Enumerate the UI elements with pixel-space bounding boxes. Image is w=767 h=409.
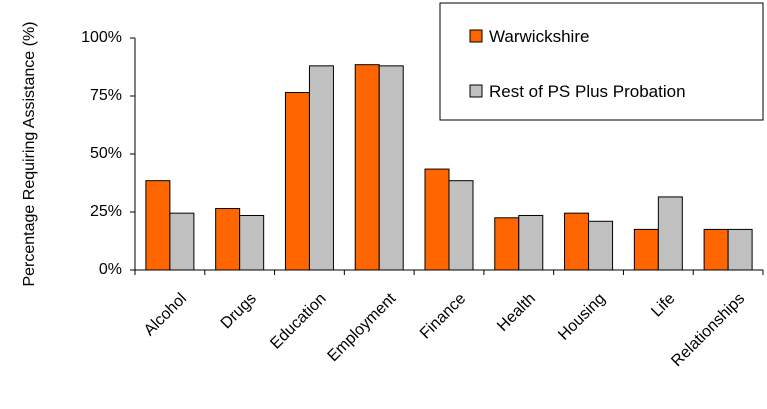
x-category-label: Life: [648, 290, 678, 320]
x-category-label: Relationships: [668, 290, 748, 370]
legend-label-rest: Rest of PS Plus Probation: [489, 82, 686, 101]
x-category-label: Finance: [417, 290, 469, 342]
bar-rest-finance: [448, 180, 474, 271]
y-ticks: 0% 25% 50% 75% 100%: [81, 29, 135, 278]
bar-rest-housing: [588, 220, 614, 271]
x-ticks: [134, 270, 764, 275]
bar-warwickshire-employment: [354, 64, 380, 271]
legend-swatch-warwickshire: [469, 29, 483, 43]
y-tick-label: 75%: [90, 87, 122, 104]
bar-warwickshire-education: [284, 92, 310, 271]
bar-rest-alcohol: [169, 212, 195, 271]
bar-warwickshire-drugs: [215, 208, 241, 271]
legend: Warwickshire Rest of PS Plus Probation: [439, 2, 764, 121]
y-tick-label: 100%: [81, 29, 122, 46]
bar-warwickshire-health: [494, 217, 520, 271]
x-category-label: Drugs: [218, 290, 260, 332]
bar-warwickshire-housing: [564, 212, 590, 271]
bar-rest-education: [308, 65, 334, 271]
bar-rest-employment: [378, 65, 404, 271]
bar-warwickshire-relationships: [703, 228, 729, 271]
x-category-label: Employment: [325, 290, 400, 365]
bar-warwickshire-life: [633, 228, 659, 271]
legend-label-warwickshire: Warwickshire: [489, 27, 589, 46]
bar-rest-life: [657, 196, 683, 271]
legend-swatch-rest: [469, 84, 483, 98]
x-category-label: Alcohol: [141, 290, 190, 339]
bar-warwickshire-alcohol: [145, 180, 171, 271]
y-tick-label: 0%: [99, 261, 122, 278]
y-axis-title: Percentage Requiring Assistance (%): [21, 21, 38, 286]
x-category-label: Education: [267, 290, 329, 352]
bar-rest-health: [518, 214, 544, 271]
x-category-label: Health: [494, 290, 539, 335]
legend-box: [439, 2, 764, 121]
y-tick-label: 25%: [90, 203, 122, 220]
bar-warwickshire-finance: [424, 168, 450, 271]
y-tick-label: 50%: [90, 145, 122, 162]
bar-rest-drugs: [239, 214, 265, 271]
bars: [145, 64, 753, 271]
bar-rest-relationships: [727, 228, 753, 271]
x-category-label: Housing: [555, 290, 609, 344]
